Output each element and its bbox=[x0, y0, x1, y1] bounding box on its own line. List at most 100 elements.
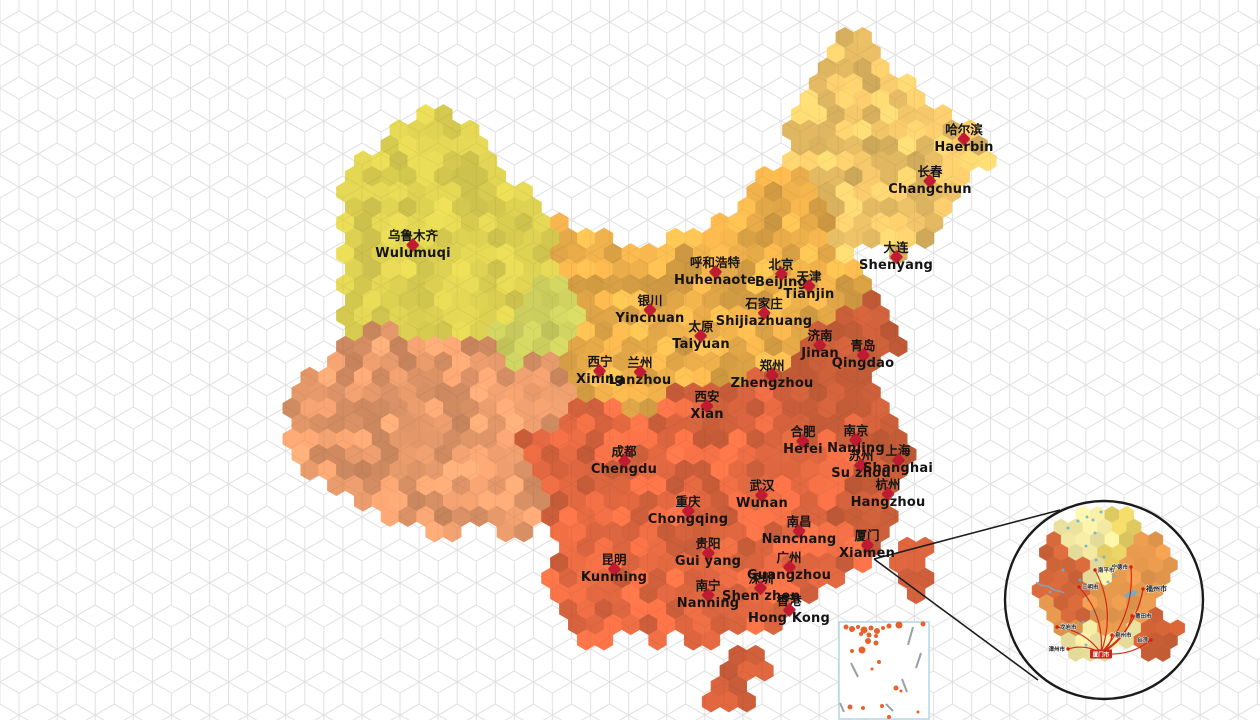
inset-hub-label-bg bbox=[1090, 649, 1112, 659]
city-name-en: Nanchang bbox=[761, 532, 837, 547]
city-name-en: Hefei bbox=[783, 442, 823, 457]
city-label-zhengzhou: 郑州 Zhengzhou bbox=[731, 359, 814, 391]
city-label-shen-zhen: 深圳 Shen zhen bbox=[722, 572, 800, 604]
city-name-zh: 贵阳 bbox=[695, 536, 721, 551]
city-name-en: Beijing bbox=[754, 275, 808, 290]
city-label-wuhan: 武汉 Wuhan bbox=[736, 479, 788, 511]
city-name-zh: 重庆 bbox=[675, 494, 701, 509]
inset-city-dot bbox=[1077, 585, 1081, 589]
city-label-guangzhou: 广州 Guangzhou bbox=[747, 551, 831, 583]
city-name-zh: 天津 bbox=[796, 269, 822, 284]
city-label-nanchang: 南昌 Nanchang bbox=[762, 515, 837, 547]
city-name-zh: 乌鲁木齐 bbox=[387, 228, 438, 243]
city-name-en: Xiamen bbox=[838, 546, 896, 561]
city-label-shanghai: 上海 Shanghai bbox=[863, 444, 933, 476]
city-label-hefei: 合肥 Hefei bbox=[783, 425, 823, 457]
city-label-xian: 西安 Xian bbox=[690, 390, 723, 422]
city-name-en: Nanjing bbox=[827, 441, 885, 456]
city-name-zh: 南宁 bbox=[695, 578, 721, 593]
city-name-en: Tianjin bbox=[783, 287, 835, 302]
city-name-zh: 广州 bbox=[776, 550, 802, 565]
city-name-en: Wulumuqi bbox=[375, 246, 451, 261]
inset-hub-label: 厦门市 bbox=[1093, 650, 1110, 658]
city-name-en: Hong Kong bbox=[747, 611, 831, 626]
city-name-en: Chengdu bbox=[590, 462, 658, 477]
inset-city-label: 福州市 bbox=[1145, 584, 1167, 593]
city-name-en: Changchun bbox=[888, 182, 972, 197]
city-label-tianjin: 天津 Tianjin bbox=[784, 270, 835, 302]
city-name-zh: 南京 bbox=[843, 423, 869, 438]
city-name-en: Hangzhou bbox=[850, 495, 926, 510]
inset-city-label: 莆田市 bbox=[1135, 612, 1152, 620]
city-label-huhehaote: 呼和浩特 Huhehaote bbox=[674, 256, 756, 288]
city-label-taiyuan: 太原 Taiyuan bbox=[672, 320, 730, 352]
city-name-en: Qingdao bbox=[831, 356, 895, 371]
city-name-zh: 香港 bbox=[776, 593, 802, 608]
city-label-wulumuqi: 乌鲁木齐 Wulumuqi bbox=[375, 229, 450, 261]
city-name-en: Xian bbox=[690, 407, 724, 422]
route-line bbox=[1100, 588, 1144, 654]
city-label-hangzhou: 杭州 Hangzhou bbox=[851, 478, 926, 510]
city-name-en: Shen zhen bbox=[722, 589, 800, 604]
city-name-zh: 兰州 bbox=[627, 355, 653, 370]
city-name-en: Guangzhou bbox=[746, 568, 832, 583]
city-name-zh: 武汉 bbox=[749, 478, 775, 493]
city-name-en: Jinan bbox=[801, 346, 839, 361]
city-name-zh: 合肥 bbox=[790, 424, 816, 439]
city-name-zh: 太原 bbox=[688, 319, 714, 334]
city-label-kunming: 昆明 Kunming bbox=[581, 553, 647, 585]
city-name-en: Shijiazhuang bbox=[715, 314, 813, 329]
city-label-lanzhou: 兰州 Lanzhou bbox=[609, 356, 672, 388]
route-line bbox=[1100, 566, 1133, 654]
city-label-shijiazhuang: 石家庄 Shijiazhuang bbox=[716, 297, 813, 329]
city-name-en: Xining bbox=[576, 372, 624, 387]
city-name-zh: 北京 bbox=[768, 257, 794, 272]
inset-city-dot bbox=[1093, 568, 1097, 572]
city-name-en: Shenyang bbox=[858, 258, 934, 273]
city-label-yinchuan: 银川 Yinchuan bbox=[616, 294, 685, 326]
route-line bbox=[1078, 586, 1103, 654]
inset-city-label: 台湾 bbox=[1137, 636, 1149, 644]
city-name-en: Wuhan bbox=[736, 496, 788, 511]
city-label-qingdao: 青岛 Qingdao bbox=[832, 339, 894, 371]
route-line bbox=[1094, 569, 1108, 654]
city-name-zh: 杭州 bbox=[875, 477, 901, 492]
inset-city-dot bbox=[1055, 625, 1059, 629]
inset-city-label: 宁德市 bbox=[1111, 563, 1128, 571]
city-label-gui-yang: 贵阳 Gui yang bbox=[675, 537, 741, 569]
city-name-en: Zhengzhou bbox=[730, 376, 814, 391]
city-name-en: Kunming bbox=[580, 570, 648, 585]
inset-city-dot bbox=[1141, 587, 1145, 591]
city-name-zh: 哈尔滨 bbox=[945, 122, 983, 137]
city-label-nanjing: 南京 Nanjing bbox=[827, 424, 885, 456]
city-name-zh: 厦门 bbox=[854, 528, 880, 543]
inset-city-dot bbox=[1110, 633, 1114, 637]
city-label-haerbin: 哈尔滨 Haerbin bbox=[934, 123, 993, 155]
inset-city-dot bbox=[1129, 565, 1133, 569]
city-name-zh: 长春 bbox=[917, 164, 943, 179]
city-name-zh: 呼和浩特 bbox=[689, 255, 740, 270]
route-line bbox=[1056, 626, 1102, 654]
city-name-en: Nanning bbox=[676, 596, 740, 611]
city-name-en: Yinchuan bbox=[615, 311, 685, 326]
city-name-zh: 西宁 bbox=[587, 354, 613, 369]
city-label-chongqing: 重庆 Chongqing bbox=[648, 495, 728, 527]
city-name-zh: 成都 bbox=[611, 444, 637, 459]
city-label-hong-kong: 香港 Hong Kong bbox=[748, 594, 830, 626]
city-name-zh: 上海 bbox=[885, 443, 911, 458]
city-name-en: Huhehaote bbox=[674, 273, 756, 288]
inset-city-label: 泉州市 bbox=[1114, 631, 1132, 639]
city-label-beijing: 北京 Beijing bbox=[755, 258, 807, 290]
city-name-zh: 郑州 bbox=[759, 358, 785, 373]
city-name-en: Haerbin bbox=[934, 140, 994, 155]
inset-city-dot bbox=[1149, 638, 1153, 642]
city-label-xining: 西宁 Xining bbox=[576, 355, 624, 387]
city-name-en: Su zhou bbox=[831, 466, 891, 481]
city-label-changchun: 长春 Changchun bbox=[888, 165, 971, 197]
city-label-shenyang: 大连 Shenyang bbox=[859, 241, 933, 273]
city-name-zh: 青岛 bbox=[850, 338, 876, 353]
city-label-chengdu: 成都 Chengdu bbox=[591, 445, 657, 477]
